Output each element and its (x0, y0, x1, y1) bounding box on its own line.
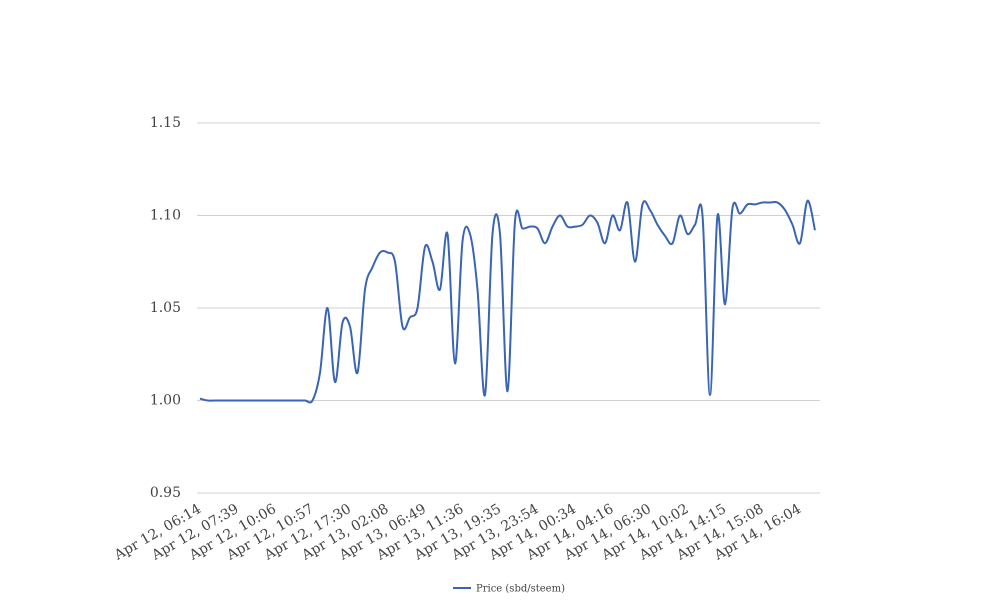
y-tick-label: 1.10 (150, 208, 181, 224)
y-tick-label: 1.15 (150, 115, 181, 131)
y-tick-label: 1.05 (150, 300, 181, 316)
y-tick-label: 1.00 (150, 393, 181, 409)
legend-label: Price (sbd/steem) (476, 584, 565, 595)
price-line (199, 199, 816, 404)
y-tick-label: 0.95 (150, 485, 181, 501)
